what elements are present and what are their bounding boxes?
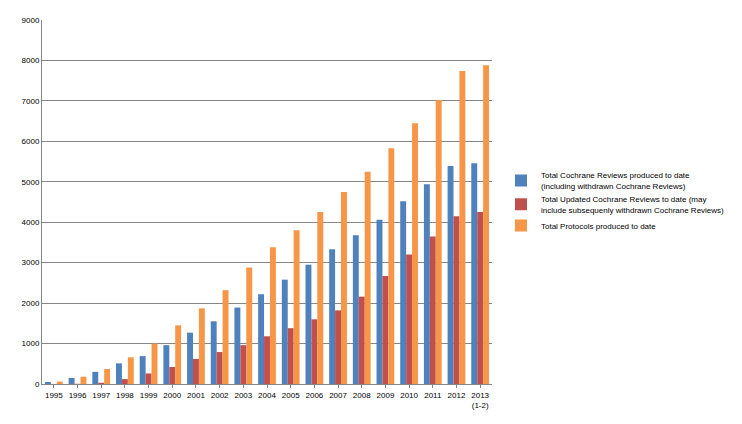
svg-text:3000: 3000 <box>22 258 40 267</box>
svg-text:2006: 2006 <box>305 391 323 400</box>
svg-text:1997: 1997 <box>92 391 110 400</box>
svg-text:2009: 2009 <box>377 391 395 400</box>
svg-text:2003: 2003 <box>234 391 252 400</box>
svg-text:2010: 2010 <box>400 391 418 400</box>
svg-text:1998: 1998 <box>116 391 134 400</box>
svg-text:6000: 6000 <box>22 137 40 146</box>
svg-text:2000: 2000 <box>22 299 40 308</box>
svg-text:5000: 5000 <box>22 178 40 187</box>
svg-text:2004: 2004 <box>258 391 276 400</box>
svg-text:2012: 2012 <box>448 391 466 400</box>
svg-text:1000: 1000 <box>22 339 40 348</box>
svg-text:Total Updated Cochrane Reviews: Total Updated Cochrane Reviews to date (… <box>541 195 724 214</box>
svg-text:0: 0 <box>35 380 40 389</box>
svg-text:1996: 1996 <box>69 391 87 400</box>
svg-text:1999: 1999 <box>140 391 158 400</box>
svg-text:2005: 2005 <box>282 391 300 400</box>
svg-text:2008: 2008 <box>353 391 371 400</box>
svg-text:2001: 2001 <box>187 391 205 400</box>
svg-text:Total Protocols produced to da: Total Protocols produced to date <box>541 222 656 231</box>
svg-text:2000: 2000 <box>163 391 181 400</box>
svg-text:4000: 4000 <box>22 218 40 227</box>
svg-text:7000: 7000 <box>22 97 40 106</box>
svg-text:9000: 9000 <box>22 16 40 25</box>
svg-text:2002: 2002 <box>211 391 229 400</box>
svg-text:Total Cochrane Reviews produce: Total Cochrane Reviews produced to date(… <box>541 171 690 190</box>
svg-text:2013(1-2): 2013(1-2) <box>471 391 489 410</box>
svg-text:2011: 2011 <box>424 391 442 400</box>
svg-text:8000: 8000 <box>22 56 40 65</box>
svg-text:2007: 2007 <box>329 391 347 400</box>
svg-text:1995: 1995 <box>45 391 63 400</box>
